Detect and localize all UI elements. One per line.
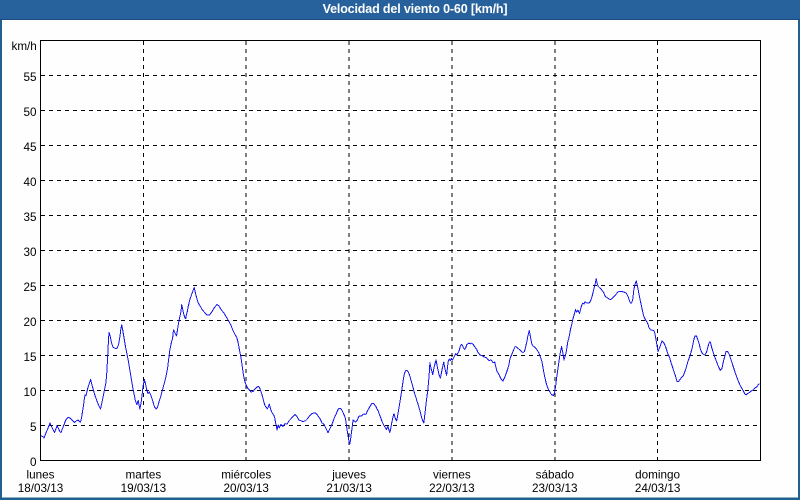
svg-text:23/03/13: 23/03/13	[532, 482, 578, 495]
svg-text:20: 20	[23, 316, 37, 329]
svg-text:40: 40	[23, 176, 37, 189]
svg-text:5: 5	[30, 421, 37, 434]
svg-text:lunes: lunes	[27, 469, 55, 482]
svg-text:19/03/13: 19/03/13	[121, 482, 167, 495]
svg-text:0: 0	[30, 456, 37, 469]
svg-text:21/03/13: 21/03/13	[326, 482, 372, 495]
svg-text:55: 55	[23, 71, 37, 84]
svg-text:30: 30	[23, 246, 37, 259]
svg-text:45: 45	[23, 141, 37, 154]
svg-text:Velocidad del viento 0-60 [km/: Velocidad del viento 0-60 [km/h]	[323, 2, 508, 16]
svg-text:18/03/13: 18/03/13	[18, 482, 64, 495]
svg-text:20/03/13: 20/03/13	[223, 482, 269, 495]
svg-text:10: 10	[23, 386, 37, 399]
svg-text:24/03/13: 24/03/13	[635, 482, 681, 495]
svg-text:22/03/13: 22/03/13	[429, 482, 475, 495]
svg-text:domingo: domingo	[635, 469, 680, 482]
svg-text:viernes: viernes	[433, 469, 471, 482]
svg-text:jueves: jueves	[331, 469, 366, 482]
svg-text:35: 35	[23, 211, 37, 224]
svg-text:miércoles: miércoles	[221, 469, 271, 482]
svg-text:15: 15	[23, 351, 37, 364]
svg-text:50: 50	[23, 106, 37, 119]
svg-text:25: 25	[23, 281, 37, 294]
svg-text:martes: martes	[126, 469, 162, 482]
svg-text:sábado: sábado	[536, 469, 575, 482]
svg-text:km/h: km/h	[11, 40, 36, 53]
